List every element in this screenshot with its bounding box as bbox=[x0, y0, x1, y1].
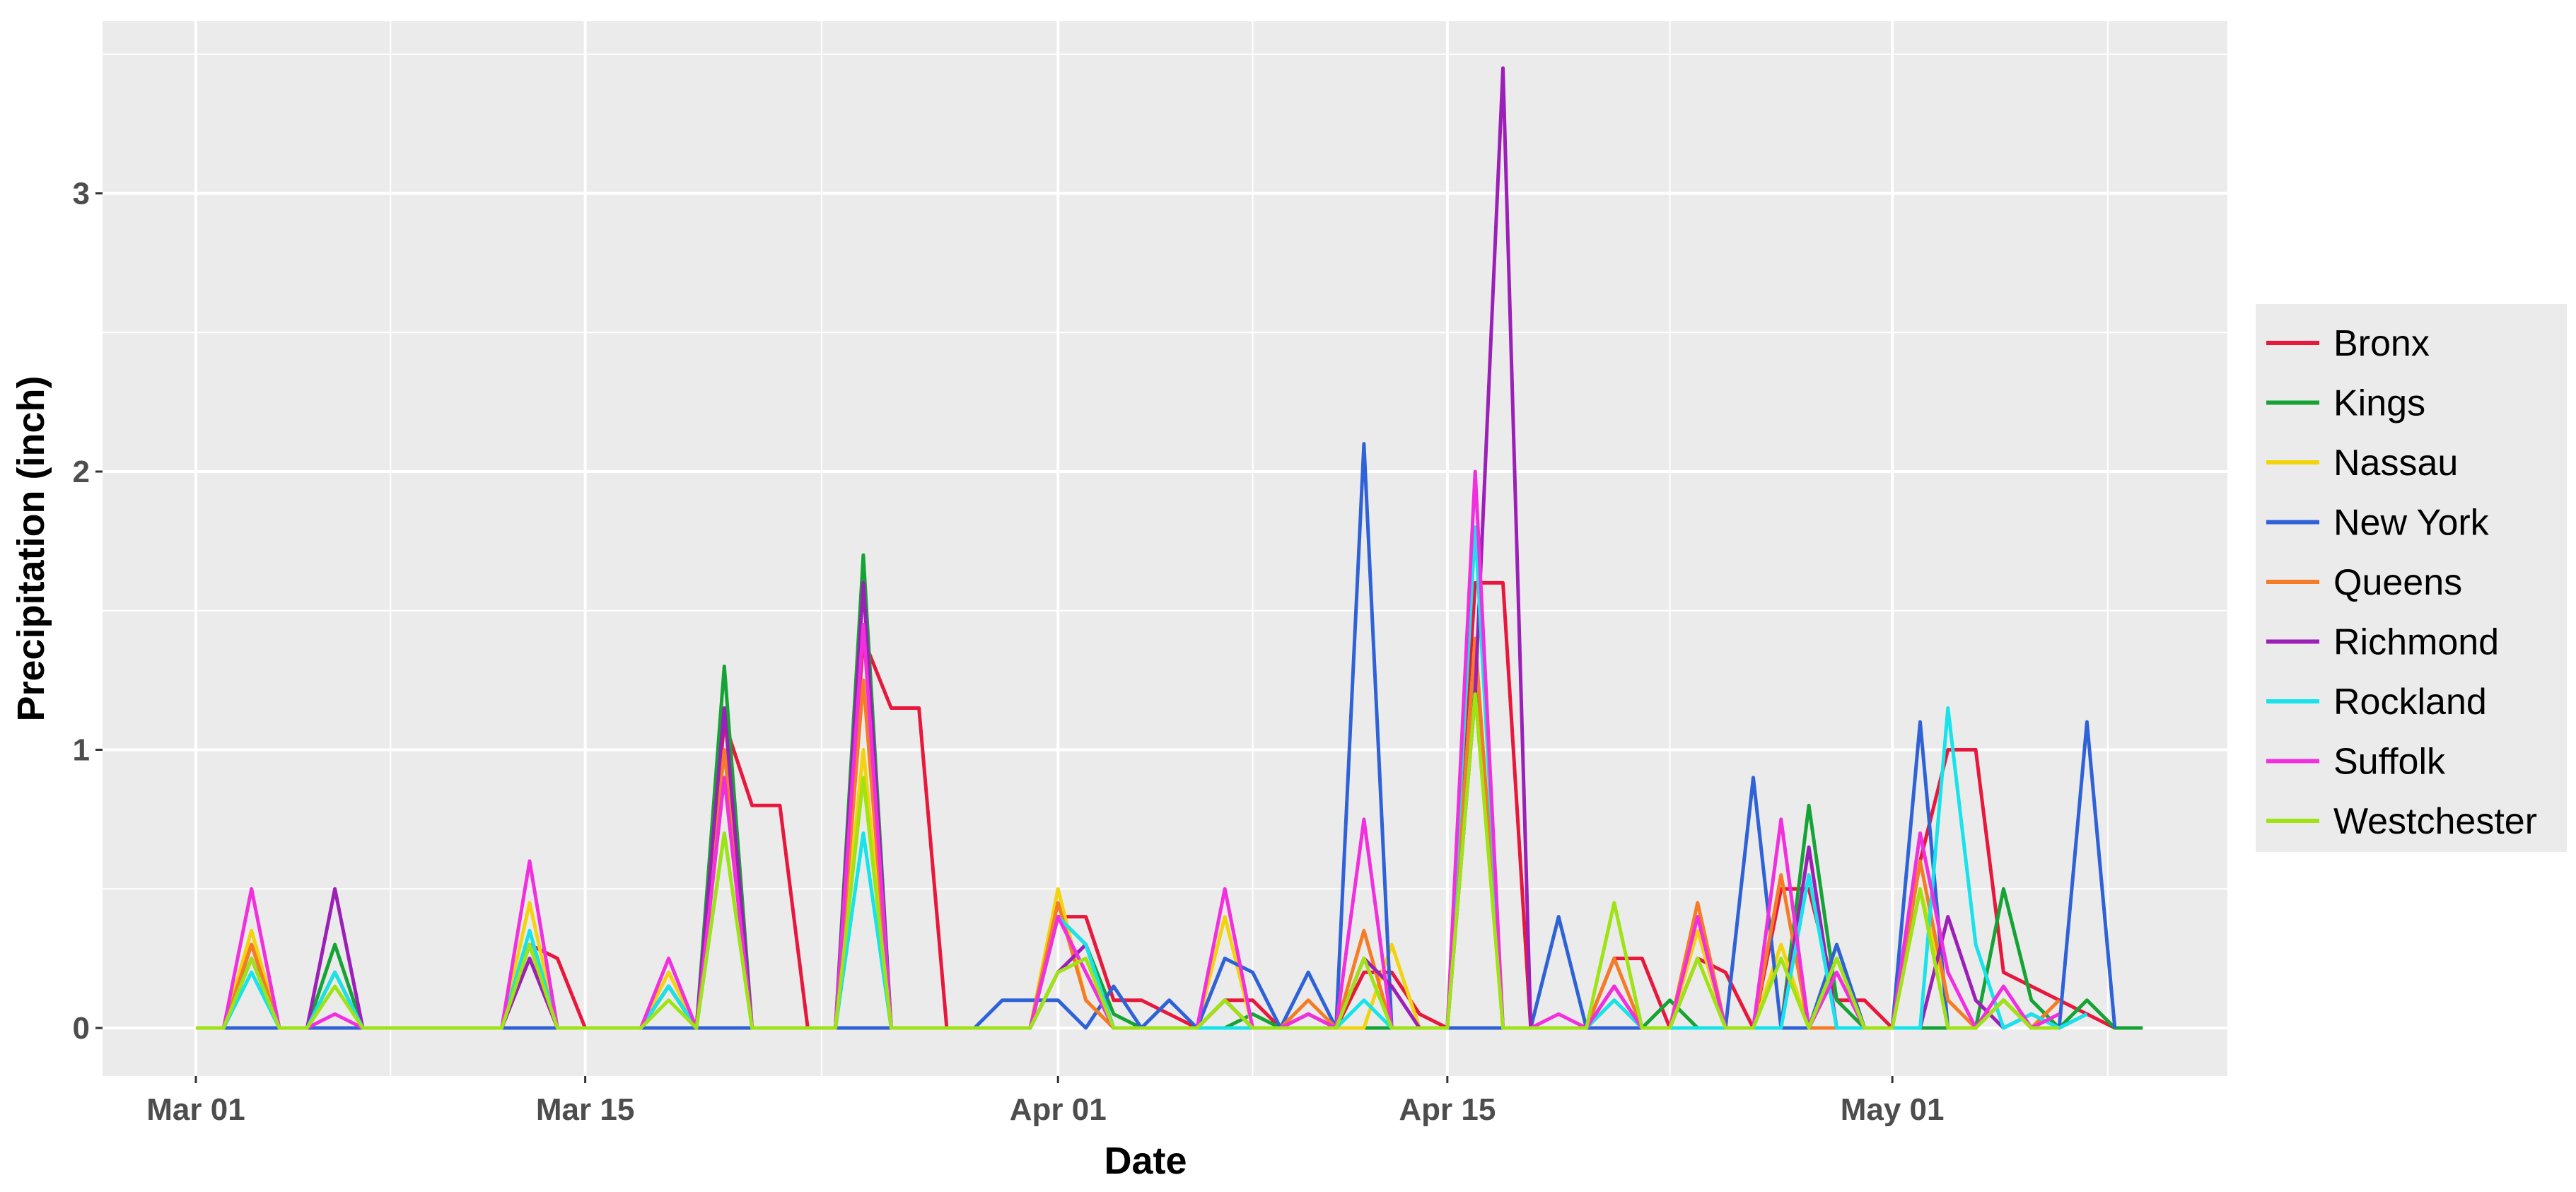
x-tick-label: Mar 01 bbox=[146, 1092, 245, 1127]
y-tick-label: 1 bbox=[73, 733, 90, 768]
legend-label-richmond: Richmond bbox=[2333, 622, 2499, 663]
legend-label-queens: Queens bbox=[2333, 562, 2462, 603]
y-tick-label: 0 bbox=[73, 1011, 90, 1046]
series-line-new-york bbox=[196, 442, 2117, 1030]
series-line-westchester bbox=[196, 692, 2060, 1030]
legend-label-suffolk: Suffolk bbox=[2333, 742, 2446, 783]
legend-label-westchester: Westchester bbox=[2333, 801, 2537, 842]
y-tick-label: 2 bbox=[73, 455, 90, 489]
legend-label-rockland: Rockland bbox=[2333, 682, 2487, 723]
y-axis: 0 1 2 3 bbox=[73, 177, 103, 1046]
plot-panel bbox=[103, 21, 2227, 1076]
x-tick-label: Mar 15 bbox=[536, 1092, 634, 1127]
legend-label-new-york: New York bbox=[2333, 503, 2490, 544]
legend-label-bronx: Bronx bbox=[2333, 323, 2430, 364]
x-tick-label: May 01 bbox=[1841, 1092, 1945, 1127]
x-axis: Mar 01 Mar 15 Apr 01 Apr 15 May 01 bbox=[146, 1076, 1945, 1127]
legend: Bronx Kings Nassau New York Queens Richmond Ro… bbox=[2256, 304, 2567, 852]
x-tick-label: Apr 15 bbox=[1399, 1092, 1496, 1127]
legend-label-nassau: Nassau bbox=[2333, 443, 2458, 484]
x-axis-title: Date bbox=[1104, 1140, 1187, 1182]
minor-grid bbox=[103, 21, 2227, 1076]
series-lines bbox=[196, 66, 2143, 1030]
x-tick-label: Apr 01 bbox=[1010, 1092, 1107, 1127]
legend-label-kings: Kings bbox=[2333, 383, 2425, 424]
y-axis-title: Precipitation (inch) bbox=[10, 375, 52, 721]
y-tick-label: 3 bbox=[73, 177, 90, 211]
